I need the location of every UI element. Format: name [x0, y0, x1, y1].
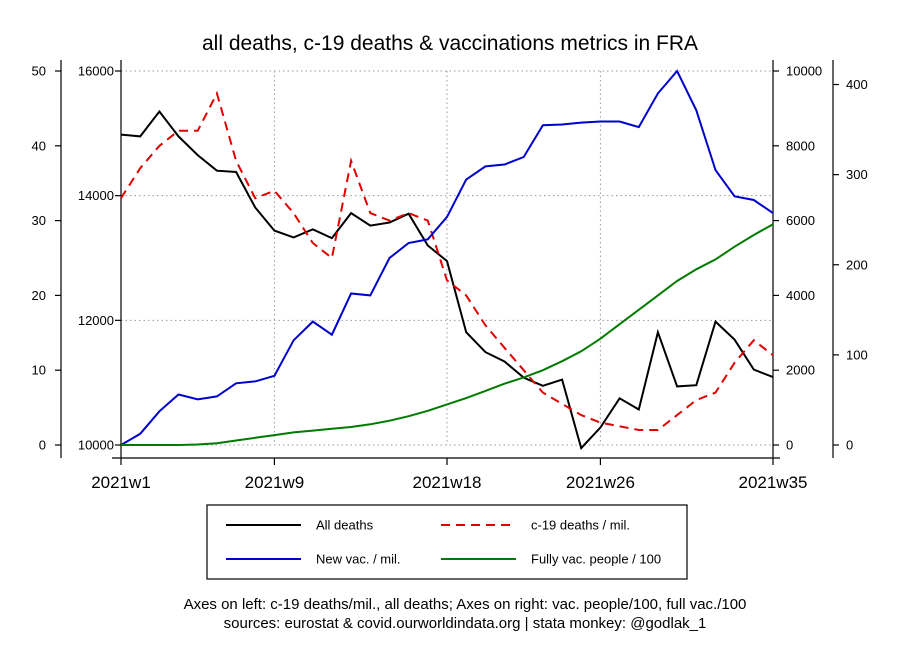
legend-label-2: c-19 deaths / mil.	[531, 518, 630, 533]
y-tick-label: 10	[32, 363, 46, 378]
series-line-4	[121, 223, 774, 446]
legend: All deaths c-19 deaths / mil. New vac. / m…	[206, 504, 688, 580]
left-outer-axis: 0 10 20 30 40 50	[32, 60, 62, 458]
legend-label-3: New vac. / mil.	[316, 552, 401, 567]
y-tick-label: 300	[846, 167, 868, 182]
series-line-1	[120, 109, 774, 451]
chart-title: all deaths, c-19 deaths & vaccinations m…	[202, 32, 698, 55]
y-tick-label: 4000	[786, 288, 815, 303]
legend-label-1: All deaths	[316, 518, 374, 533]
right-inner-axis: 0 2000 4000 6000 8000 10000	[772, 60, 822, 458]
x-tick-label: 2021w35	[738, 473, 807, 492]
y-tick-label: 10000	[786, 64, 822, 79]
sources-note: sources: eurostat & covid.ourworldindata…	[224, 615, 707, 632]
y-tick-label: 50	[32, 64, 46, 79]
left-inner-axis: 10000 12000 14000 16000	[78, 60, 122, 458]
y-tick-label: 40	[32, 138, 46, 153]
series-line-3	[120, 69, 774, 446]
axes: 0102030405010000120001400016000020004000…	[32, 60, 868, 492]
y-tick-label: 30	[32, 213, 46, 228]
legend-label-4: Fully vac. people / 100	[531, 552, 661, 567]
y-tick-label: 400	[846, 77, 868, 92]
y-tick-label: 14000	[78, 188, 114, 203]
y-tick-label: 0	[786, 438, 793, 453]
x-tick-label: 2021w26	[566, 473, 635, 492]
y-tick-label: 6000	[786, 213, 815, 228]
y-tick-label: 12000	[78, 313, 114, 328]
y-tick-label: 0	[39, 438, 46, 453]
x-axis: 2021w1 2021w9 2021w18 2021w26 2021w35	[91, 457, 808, 492]
series-lines	[120, 69, 774, 451]
y-tick-label: 8000	[786, 138, 815, 153]
right-outer-axis: 0 100 200 300 400	[832, 60, 868, 458]
y-tick-label: 20	[32, 288, 46, 303]
y-tick-label: 0	[846, 438, 853, 453]
x-tick-label: 2021w1	[91, 473, 151, 492]
legend-box	[206, 504, 688, 580]
axes-note: Axes on left: c-19 deaths/mil., all deat…	[184, 596, 747, 613]
y-tick-label: 2000	[786, 363, 815, 378]
y-tick-label: 10000	[78, 438, 114, 453]
y-tick-label: 16000	[78, 64, 114, 79]
series-line-2	[120, 90, 774, 431]
y-tick-label: 200	[846, 257, 868, 272]
y-tick-label: 100	[846, 347, 868, 362]
x-tick-label: 2021w9	[245, 473, 305, 492]
x-tick-label: 2021w18	[412, 473, 481, 492]
